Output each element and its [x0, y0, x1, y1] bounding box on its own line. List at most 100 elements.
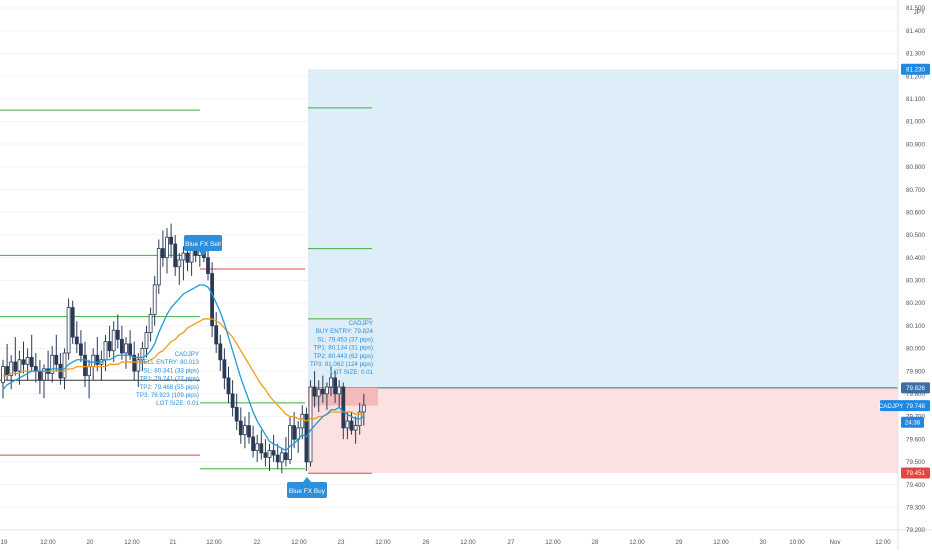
note-line: SL: 80.341 (33 pips): [143, 367, 199, 374]
candle-body: [107, 341, 112, 352]
y-tick-label: 80.100: [906, 323, 925, 330]
candle-body: [247, 425, 251, 438]
stop-price-tag-text: 79.451: [906, 470, 925, 477]
position-zones: [308, 69, 898, 474]
candle-body: [74, 336, 79, 345]
x-tick-label: 12:00: [545, 539, 561, 546]
candle-body: [308, 386, 313, 463]
candle-body: [292, 425, 297, 440]
buy-signal-label: Blue FX Buy: [287, 477, 327, 498]
x-tick-label: 12:00: [375, 539, 391, 546]
stop-price-tag: 79.451: [901, 467, 930, 479]
x-tick-label: 12:00: [629, 539, 645, 546]
candle-body: [103, 341, 108, 361]
candle-body: [91, 354, 96, 367]
candle-body: [238, 420, 243, 436]
candle-body: [226, 377, 231, 395]
candle-body: [337, 386, 342, 395]
current-price-tag: 79.748: [901, 400, 930, 412]
y-tick-label: 81.300: [906, 51, 925, 58]
candle-body: [177, 259, 182, 268]
y-tick-label: 79.900: [906, 368, 925, 375]
candle-body: [120, 338, 124, 354]
candle-body: [304, 413, 309, 463]
candle-body: [132, 354, 137, 372]
candle-body: [124, 343, 128, 354]
y-tick-label: 79.400: [906, 482, 925, 489]
y-tick-label: 80.000: [906, 346, 925, 353]
candle-body: [185, 252, 190, 263]
entry-price-tag-text: 79.826: [906, 385, 925, 392]
y-tick-label: 80.200: [906, 300, 925, 307]
candle-body: [230, 393, 235, 408]
candle-body: [144, 332, 149, 349]
candle-body: [87, 366, 91, 377]
candle-body: [329, 377, 333, 388]
note-line: SELL ENTRY: 80.013: [139, 359, 199, 366]
candle-body: [50, 354, 55, 374]
candle-body: [218, 343, 223, 361]
candle-body: [17, 359, 22, 372]
candle-body: [156, 248, 161, 286]
x-tick-label: 12:00: [875, 539, 891, 546]
candle-body: [324, 386, 329, 395]
symbol-price-tag: CADJPY: [879, 400, 903, 412]
candle-body: [152, 284, 157, 315]
candle-body: [210, 273, 215, 327]
note-line: BUY ENTRY: 79.824: [316, 328, 374, 335]
candle-body: [288, 425, 292, 461]
note-line: LOT SIZE: 0.01: [156, 400, 199, 407]
candle-body: [62, 352, 67, 379]
x-tick-label: 12:00: [291, 539, 307, 546]
sell-label-text: Blue FX Sell: [185, 241, 221, 248]
countdown-tag-text: 24:38: [905, 419, 921, 426]
buy-label-box: [287, 482, 327, 498]
y-tick-label: 81.400: [906, 28, 925, 35]
x-tick-label: 12:00: [713, 539, 729, 546]
symbol-price-tag-text: CADJPY: [879, 403, 903, 410]
x-tick-label: 27: [508, 539, 515, 546]
candle-body: [173, 243, 178, 268]
candle-body: [165, 236, 169, 259]
candle-body: [214, 325, 219, 345]
y-tick-label: 80.600: [906, 209, 925, 216]
candle-body: [320, 388, 325, 395]
x-tick-label: 26: [423, 539, 430, 546]
candle-body: [38, 370, 42, 381]
candle-body: [115, 329, 120, 340]
buy-label-pointer: [303, 477, 311, 482]
note-line: CADJPY: [349, 320, 373, 327]
candle-body: [128, 343, 133, 356]
target-price-tag: 81.230: [901, 63, 930, 75]
profit-zone: [308, 69, 898, 388]
candle-body: [333, 377, 338, 395]
candle-body: [66, 307, 71, 354]
candle-body: [316, 388, 321, 397]
y-tick-label: 81.100: [906, 96, 925, 103]
note-line: CADJPY: [175, 351, 199, 358]
sell-signal-label: Blue FX Sell: [184, 235, 222, 256]
note-line: TP2: 79.468 (55 pips): [139, 384, 199, 391]
candle-body: [279, 452, 284, 463]
x-tick-label: 20: [87, 539, 94, 546]
candle-body: [361, 404, 366, 413]
countdown-tag: 24:38: [901, 416, 924, 428]
loss-zone: [308, 387, 898, 474]
x-tick-label: 21: [170, 539, 177, 546]
candle-body: [21, 359, 26, 365]
candle-body: [136, 359, 141, 372]
candle-body: [259, 443, 264, 454]
x-tick-label: 12:00: [460, 539, 476, 546]
candle-body: [25, 357, 30, 365]
signal-labels: Blue FX Sell Blue FX Buy: [184, 235, 327, 498]
y-tick-label: 81.500: [906, 5, 925, 12]
candle-body: [1, 366, 5, 383]
candle-body: [312, 386, 317, 397]
candle-body: [42, 368, 46, 381]
candle-body: [13, 361, 18, 372]
candle-body: [33, 366, 38, 372]
